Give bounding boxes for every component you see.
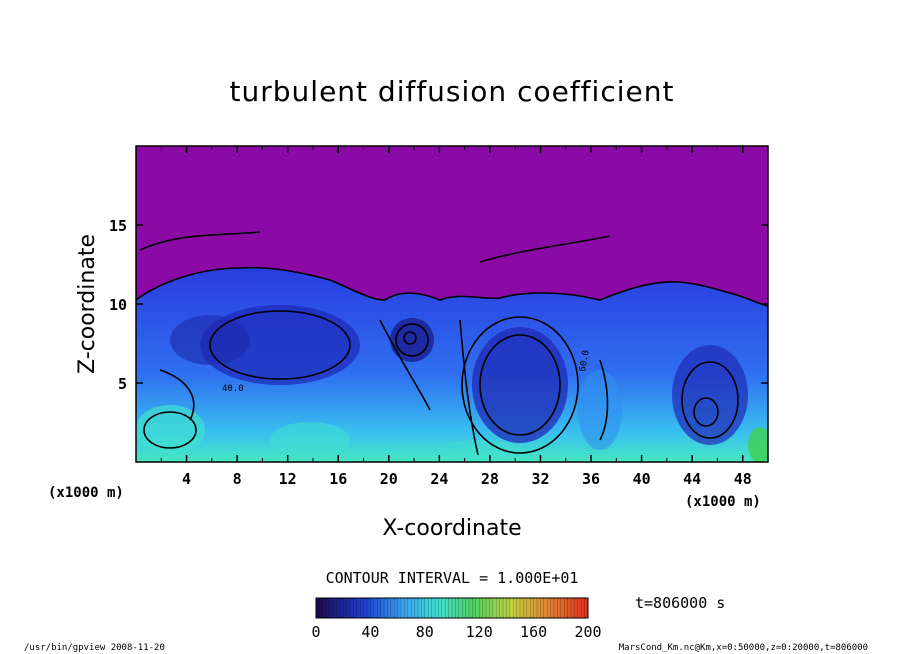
y-axis-ticks: 5 10 15 <box>109 217 768 393</box>
colorbar-stripes <box>315 598 589 618</box>
x-tick-label: 24 <box>430 470 448 488</box>
x-tick-label: 12 <box>279 470 297 488</box>
y-axis-label: Z-coordinate <box>75 234 100 374</box>
colorbar-tick-label: 80 <box>416 623 434 641</box>
x-tick-label: 8 <box>233 470 242 488</box>
x-tick-label: 32 <box>531 470 549 488</box>
x-tick-label: 28 <box>481 470 499 488</box>
plot-area: 40.0 60.0 <box>136 146 768 462</box>
colorbar-tick-label: 200 <box>574 623 601 641</box>
x-tick-label: 40 <box>633 470 651 488</box>
x-tick-label: 44 <box>683 470 701 488</box>
contour-label: 60.0 <box>578 349 592 372</box>
contour-label: 40.0 <box>222 384 244 394</box>
x-tick-label: 20 <box>380 470 398 488</box>
y-tick-label: 10 <box>109 296 127 314</box>
y-axis-unit: (x1000 m) <box>48 485 124 501</box>
x-tick-label: 36 <box>582 470 600 488</box>
colorbar-tick-label: 120 <box>466 623 493 641</box>
colorbar-tick-label: 40 <box>361 623 379 641</box>
x-tick-label: 16 <box>329 470 347 488</box>
y-tick-label: 15 <box>109 217 127 235</box>
x-tick-label: 48 <box>734 470 752 488</box>
colorbar-ticks: 0 40 80 120 160 200 <box>311 623 601 641</box>
footer-program: /usr/bin/gpview 2008-11-20 <box>24 643 165 653</box>
time-label: t=806000 s <box>635 594 725 612</box>
contour-interval: CONTOUR INTERVAL = 1.000E+01 <box>326 569 579 587</box>
y-tick-label: 5 <box>118 375 127 393</box>
x-axis-label: X-coordinate <box>382 516 521 541</box>
chart-title: turbulent diffusion coefficient <box>230 75 675 108</box>
footer-source: MarsCond_Km.nc@Km,x=0:50000,z=0:20000,t=… <box>619 643 868 653</box>
contour-lines <box>136 231 768 456</box>
x-axis-ticks: 4 8 12 16 20 24 28 32 36 40 44 48 <box>160 146 752 488</box>
x-tick-label: 4 <box>182 470 191 488</box>
colorbar-tick-label: 0 <box>311 623 320 641</box>
colorbar-tick-label: 160 <box>520 623 547 641</box>
x-axis-unit: (x1000 m) <box>685 494 761 510</box>
